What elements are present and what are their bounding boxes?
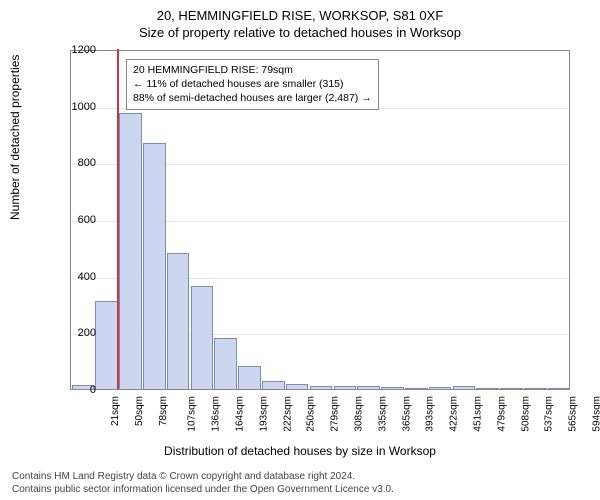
x-tick-label: 594sqm bbox=[592, 396, 600, 432]
page-title: 20, HEMMINGFIELD RISE, WORKSOP, S81 0XF bbox=[0, 0, 600, 23]
annotation-line: 20 HEMMINGFIELD RISE: 79sqm bbox=[133, 63, 372, 77]
histogram-bar bbox=[310, 386, 333, 389]
histogram-bar bbox=[548, 388, 571, 389]
y-tick-label: 1200 bbox=[72, 44, 96, 56]
x-tick-label: 107sqm bbox=[187, 396, 198, 432]
x-tick-label: 508sqm bbox=[520, 396, 531, 432]
x-tick-label: 537sqm bbox=[544, 396, 555, 432]
x-tick-label: 422sqm bbox=[449, 396, 460, 432]
histogram-bar bbox=[429, 387, 452, 389]
property-marker-line bbox=[117, 49, 119, 389]
histogram-bar bbox=[214, 338, 237, 389]
chart-area: 20 HEMMINGFIELD RISE: 79sqm← 11% of deta… bbox=[70, 50, 570, 390]
x-tick-label: 193sqm bbox=[258, 396, 269, 432]
x-tick-label: 21sqm bbox=[110, 396, 121, 426]
histogram-bar bbox=[191, 286, 214, 389]
histogram-bar bbox=[238, 366, 261, 389]
y-tick-label: 400 bbox=[78, 271, 96, 283]
x-tick-label: 222sqm bbox=[282, 396, 293, 432]
histogram-bar bbox=[500, 388, 523, 389]
histogram-bar bbox=[167, 253, 190, 389]
annotation-line: 88% of semi-detached houses are larger (… bbox=[133, 91, 372, 105]
x-tick-label: 78sqm bbox=[158, 396, 169, 426]
histogram-bar bbox=[143, 143, 166, 390]
annotation-box: 20 HEMMINGFIELD RISE: 79sqm← 11% of deta… bbox=[126, 59, 379, 110]
footer-line-2: Contains public sector information licen… bbox=[12, 483, 394, 496]
x-tick-label: 279sqm bbox=[330, 396, 341, 432]
y-tick-label: 800 bbox=[78, 157, 96, 169]
x-tick-label: 308sqm bbox=[354, 396, 365, 432]
x-tick-label: 365sqm bbox=[401, 396, 412, 432]
histogram-bar bbox=[453, 386, 476, 389]
histogram-bar bbox=[119, 113, 142, 389]
x-tick-label: 250sqm bbox=[306, 396, 317, 432]
x-tick-label: 479sqm bbox=[496, 396, 507, 432]
x-tick-label: 335sqm bbox=[377, 396, 388, 432]
x-tick-label: 50sqm bbox=[134, 396, 145, 426]
y-tick-label: 600 bbox=[78, 214, 96, 226]
histogram-bar bbox=[95, 301, 118, 389]
histogram-bar bbox=[286, 384, 309, 389]
x-axis-label: Distribution of detached houses by size … bbox=[0, 444, 600, 458]
y-tick-label: 1000 bbox=[72, 101, 96, 113]
x-tick-label: 164sqm bbox=[235, 396, 246, 432]
histogram-bar bbox=[334, 386, 357, 389]
histogram-bar bbox=[405, 388, 428, 389]
footer-line-1: Contains HM Land Registry data © Crown c… bbox=[12, 470, 394, 483]
x-tick-label: 136sqm bbox=[211, 396, 222, 432]
y-tick-label: 0 bbox=[90, 384, 96, 396]
annotation-line: ← 11% of detached houses are smaller (31… bbox=[133, 77, 372, 91]
y-axis-label: Number of detached properties bbox=[8, 55, 22, 220]
histogram-bar bbox=[476, 388, 499, 389]
histogram-bar bbox=[357, 386, 380, 389]
x-tick-label: 393sqm bbox=[425, 396, 436, 432]
x-tick-label: 451sqm bbox=[473, 396, 484, 432]
histogram-bar bbox=[524, 388, 547, 389]
footer-attribution: Contains HM Land Registry data © Crown c… bbox=[12, 470, 394, 496]
page-subtitle: Size of property relative to detached ho… bbox=[0, 23, 600, 40]
histogram-bar bbox=[381, 387, 404, 389]
y-tick-label: 200 bbox=[78, 327, 96, 339]
histogram-bar bbox=[262, 381, 285, 390]
x-tick-label: 565sqm bbox=[568, 396, 579, 432]
